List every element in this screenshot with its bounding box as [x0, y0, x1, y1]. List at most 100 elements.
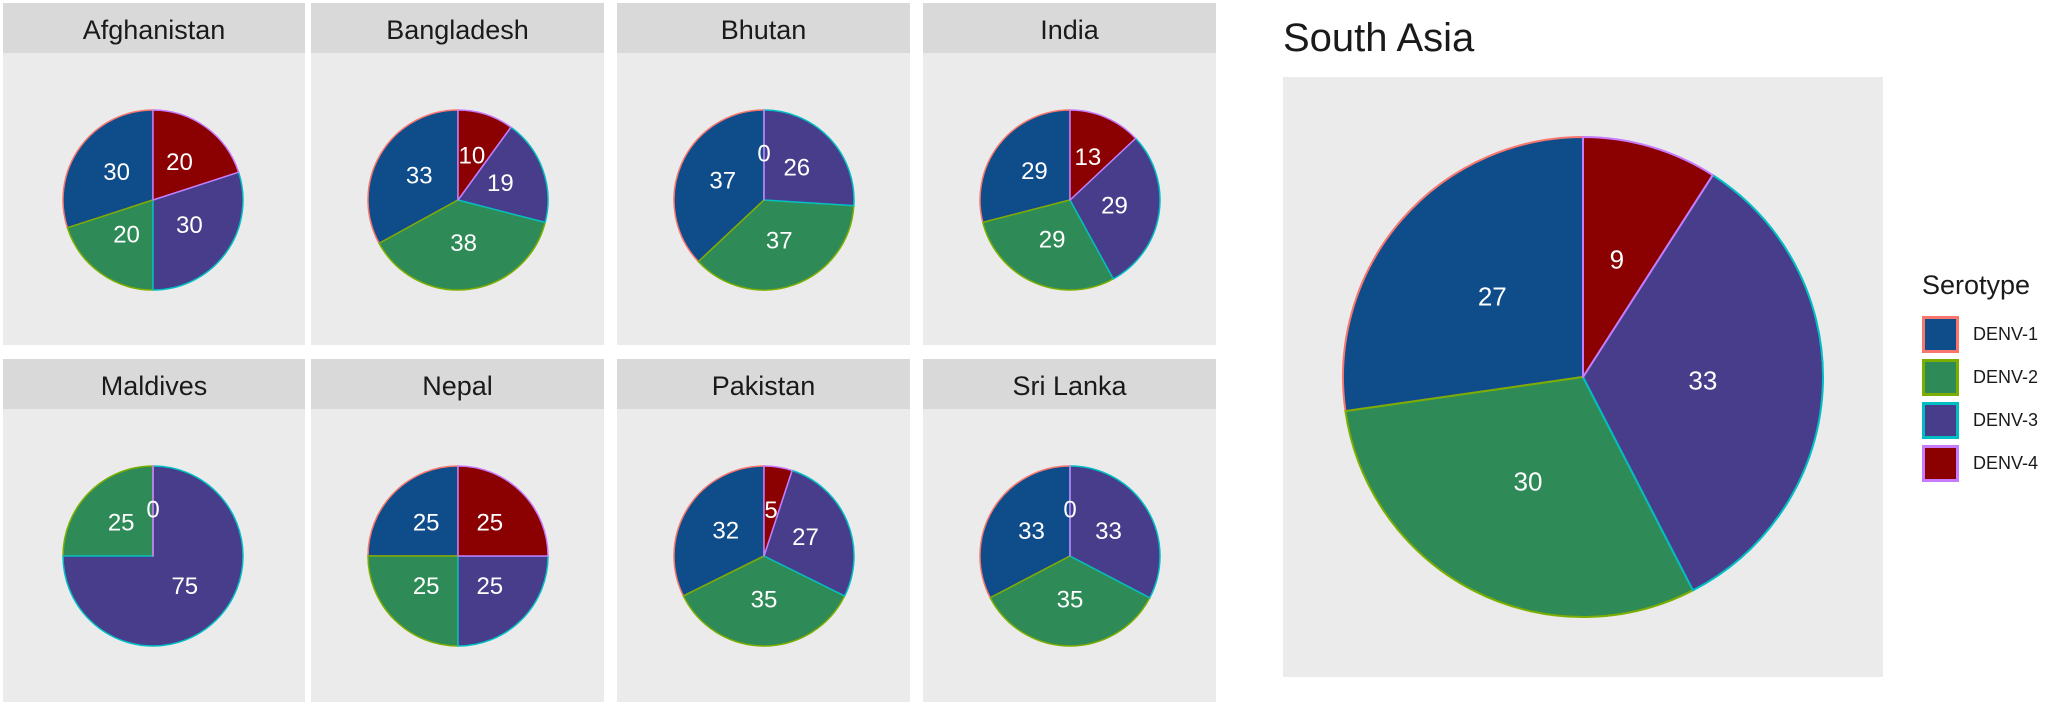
pie-svg: 33 35 33 0 — [979, 465, 1161, 647]
slice-value-label: 9 — [1610, 245, 1624, 275]
facet-afghanistan: Afghanistan 30 20 30 20 — [3, 3, 305, 345]
facet-pakistan: Pakistan 32 35 27 5 — [617, 359, 910, 702]
slice-value-label: 25 — [476, 573, 503, 600]
facet-strip: Bhutan — [617, 3, 910, 53]
slice-value-label: 37 — [766, 228, 793, 255]
pie-svg: 25 25 25 25 — [367, 465, 549, 647]
legend-label: DENV-2 — [1973, 367, 2039, 387]
slice-value-label: 5 — [764, 497, 777, 524]
pie-slice-denv-2 — [66, 199, 154, 291]
facet-title: Afghanistan — [82, 15, 226, 45]
legend-item: DENV-1 — [1922, 313, 2038, 356]
pie-slice-denv-2 — [989, 555, 1151, 647]
slice-value-label: 10 — [459, 143, 486, 170]
pie-svg: 25 75 0 — [62, 465, 244, 647]
pie-slice-denv-4 — [152, 109, 240, 201]
pie-slice-denv-1 — [673, 109, 765, 263]
pie-slice-denv-3 — [457, 126, 549, 224]
slice-value-label: 30 — [103, 159, 130, 186]
pie-slice-denv-4 — [1069, 109, 1137, 201]
facet-title: India — [1040, 15, 1099, 45]
pie-slice-denv-2 — [982, 199, 1115, 291]
legend-item: DENV-2 — [1922, 356, 2038, 399]
pie-slice-denv-4 — [1582, 136, 1714, 378]
pie-slice-denv-4 — [457, 465, 549, 557]
slice-value-label: 20 — [113, 222, 140, 249]
facet-bhutan: Bhutan 37 37 26 0 — [617, 3, 910, 345]
slice-value-label: 29 — [1039, 227, 1066, 254]
legend-label: DENV-1 — [1973, 324, 2039, 344]
facet-title: Nepal — [422, 371, 493, 401]
pie-slice-denv-1 — [367, 465, 459, 557]
pie-svg: 32 35 27 5 — [673, 465, 855, 647]
pie-slice-denv-1 — [979, 109, 1071, 224]
pie-slice-denv-2 — [62, 465, 154, 557]
slice-value-label: 30 — [176, 212, 203, 239]
pie-svg: 30 20 30 20 — [62, 109, 244, 291]
legend: Serotype DENV-1 DENV-2 DENV-3 DENV-4 — [1922, 270, 2038, 485]
slice-value-label: 35 — [1057, 586, 1084, 613]
pie-slice-denv-2 — [367, 555, 459, 647]
facet-strip: Maldives — [3, 359, 305, 409]
pie-slice-denv-1 — [62, 109, 154, 229]
slice-value-label: 25 — [413, 510, 440, 537]
pie-svg: 27 30 33 9 — [1342, 136, 1824, 618]
slice-value-label: 33 — [1688, 366, 1717, 396]
slice-value-label: 13 — [1075, 144, 1102, 171]
slice-value-label: 33 — [1018, 518, 1045, 545]
legend-item: DENV-3 — [1922, 399, 2038, 442]
pie-slice-denv-1 — [367, 109, 459, 245]
facet-strip: Bangladesh — [311, 3, 604, 53]
slice-value-label: 32 — [712, 518, 739, 545]
slice-value-label: 25 — [413, 573, 440, 600]
facet-title: Bangladesh — [386, 15, 529, 45]
facet-title: Maldives — [100, 371, 208, 401]
legend-key — [1922, 359, 1959, 396]
facet-title: Pakistan — [711, 371, 816, 401]
pie-svg: 37 37 26 0 — [673, 109, 855, 291]
slice-value-label: 0 — [1063, 496, 1076, 523]
pie-slice-denv-1 — [673, 465, 765, 597]
legend-label: DENV-4 — [1973, 453, 2039, 473]
slice-value-label: 27 — [1478, 281, 1507, 311]
pie-slice-denv-4 — [457, 109, 512, 201]
legend-key — [1922, 316, 1959, 353]
slice-value-label: 25 — [476, 510, 503, 537]
slice-value-label: 30 — [1514, 467, 1543, 497]
slice-value-label: 33 — [406, 162, 433, 189]
slice-value-label: 35 — [751, 586, 778, 613]
pie-slice-denv-4 — [763, 465, 793, 557]
pie-slice-denv-2 — [1344, 376, 1694, 618]
facet-strip: Afghanistan — [3, 3, 305, 53]
slice-value-label: 0 — [757, 140, 770, 167]
legend-key — [1922, 402, 1959, 439]
pie-slice-denv-1 — [979, 465, 1071, 599]
facet-title: Bhutan — [720, 15, 807, 45]
facet-title: Sri Lanka — [1012, 371, 1127, 401]
pie-slice-denv-2 — [682, 555, 846, 647]
slice-value-label: 20 — [166, 149, 193, 176]
legend-key — [1922, 445, 1959, 482]
slice-value-label: 33 — [1095, 518, 1122, 545]
chart-title: South Asia — [1283, 16, 1475, 60]
slice-value-label: 0 — [146, 496, 159, 523]
pie-svg: 29 29 29 13 — [979, 109, 1161, 291]
pie-slice-denv-2 — [378, 199, 546, 291]
legend-label: DENV-3 — [1973, 410, 2039, 430]
pie-slice-denv-3 — [152, 171, 244, 291]
slice-value-label: 25 — [108, 510, 135, 537]
pie-slice-denv-3 — [457, 555, 549, 647]
slice-value-label: 29 — [1101, 192, 1128, 219]
legend-item: DENV-4 — [1922, 442, 2038, 485]
slice-value-label: 19 — [487, 170, 514, 197]
pie-slice-denv-3 — [763, 469, 855, 597]
pie-slice-denv-3 — [1069, 465, 1161, 599]
facet-bangladesh: Bangladesh 33 38 19 10 — [311, 3, 604, 345]
facet-india: India 29 29 29 13 — [923, 3, 1216, 345]
slice-value-label: 75 — [171, 573, 198, 600]
facet-strip: Sri Lanka — [923, 359, 1216, 409]
facet-strip: India — [923, 3, 1216, 53]
slice-value-label: 27 — [792, 524, 819, 551]
pie-slice-denv-3 — [1582, 174, 1824, 592]
